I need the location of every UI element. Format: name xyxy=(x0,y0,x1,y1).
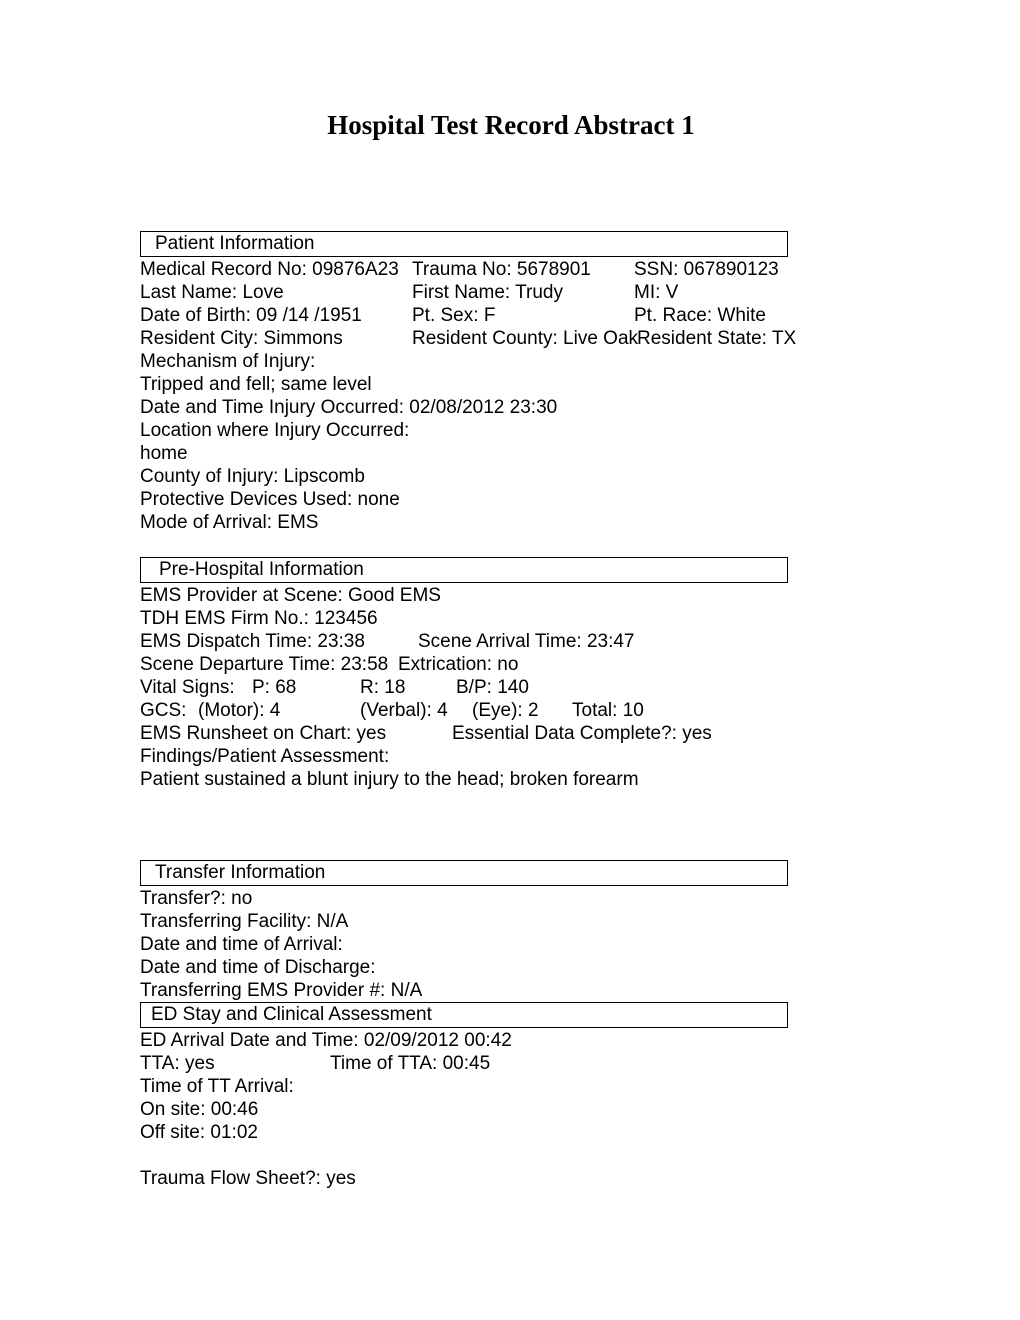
patient-row-2: Last Name: Love First Name: Trudy MI: V xyxy=(140,281,882,304)
gcs-row: GCS: (Motor): 4 (Verbal): 4 (Eye): 2 Tot… xyxy=(140,699,882,722)
tta-row: TTA: yes Time of TTA: 00:45 xyxy=(140,1052,882,1075)
firstname-value: Trudy xyxy=(515,282,563,303)
runsheet-row: EMS Runsheet on Chart: yes Essential Dat… xyxy=(140,722,882,745)
transfer-discharge: Date and time of Discharge: xyxy=(140,956,882,979)
section-header-transfer: Transfer Information xyxy=(140,860,788,886)
mrn-label: Medical Record No: xyxy=(140,259,312,280)
injury-datetime: Date and Time Injury Occurred: 02/08/201… xyxy=(140,396,882,419)
mechanism-label: Mechanism of Injury: xyxy=(140,350,882,373)
section-header-prehospital: Pre-Hospital Information xyxy=(140,557,788,583)
transfer-ems-provider: Transferring EMS Provider #: N/A xyxy=(140,979,882,1002)
mi-label: MI: xyxy=(634,282,666,303)
injury-county: County of Injury: Lipscomb xyxy=(140,465,882,488)
patient-row-1: Medical Record No: 09876A23 Trauma No: 5… xyxy=(140,258,882,281)
mechanism-value: Tripped and fell; same level xyxy=(140,373,882,396)
lastname-value: Love xyxy=(242,282,283,303)
transfer-arrival: Date and time of Arrival: xyxy=(140,933,882,956)
race-value: White xyxy=(717,305,766,326)
dob-label: Date of Birth: xyxy=(140,305,256,326)
section-header-patient: Patient Information xyxy=(140,231,788,257)
transfer-facility: Transferring Facility: N/A xyxy=(140,910,882,933)
firstname-label: First Name: xyxy=(412,282,515,303)
dob-value: 09 /14 /1951 xyxy=(256,305,362,326)
ssn-value: 067890123 xyxy=(684,259,779,280)
flow-sheet: Trauma Flow Sheet?: yes xyxy=(140,1167,882,1190)
city-value: Simmons xyxy=(264,328,343,349)
state-label: Resident State: xyxy=(637,328,772,349)
sex-value: F xyxy=(484,305,496,326)
ed-arrival: ED Arrival Date and Time: 02/09/2012 00:… xyxy=(140,1029,882,1052)
tt-arrival-label: Time of TT Arrival: xyxy=(140,1075,882,1098)
state-value: TX xyxy=(772,328,796,349)
ems-provider: EMS Provider at Scene: Good EMS xyxy=(140,584,882,607)
document-title: Hospital Test Record Abstract 1 xyxy=(140,110,882,141)
findings-value: Patient sustained a blunt injury to the … xyxy=(140,768,882,791)
tdh-firm: TDH EMS Firm No.: 123456 xyxy=(140,607,882,630)
injury-location-label: Location where Injury Occurred: xyxy=(140,419,882,442)
trauma-label: Trauma No: xyxy=(412,259,517,280)
mode-of-arrival: Mode of Arrival: EMS xyxy=(140,511,882,534)
section-header-ed: ED Stay and Clinical Assessment xyxy=(140,1002,788,1028)
county-value: Live Oak xyxy=(563,328,638,349)
lastname-label: Last Name: xyxy=(140,282,242,303)
injury-location-value: home xyxy=(140,442,882,465)
patient-row-4: Resident City: Simmons Resident County: … xyxy=(140,327,882,350)
findings-label: Findings/Patient Assessment: xyxy=(140,745,882,768)
protective-devices: Protective Devices Used: none xyxy=(140,488,882,511)
prehospital-times-1: EMS Dispatch Time: 23:38 Scene Arrival T… xyxy=(140,630,882,653)
prehospital-times-2: Scene Departure Time: 23:58 Extrication:… xyxy=(140,653,882,676)
tt-offsite: Off site: 01:02 xyxy=(140,1121,882,1144)
city-label: Resident City: xyxy=(140,328,264,349)
ssn-label: SSN: xyxy=(634,259,684,280)
sex-label: Pt. Sex: xyxy=(412,305,484,326)
vital-signs: Vital Signs: P: 68 R: 18 B/P: 140 xyxy=(140,676,882,699)
race-label: Pt. Race: xyxy=(634,305,717,326)
county-label: Resident County: xyxy=(412,328,563,349)
transfer-q: Transfer?: no xyxy=(140,887,882,910)
mi-value: V xyxy=(666,282,679,303)
mrn-value: 09876A23 xyxy=(312,259,399,280)
tt-onsite: On site: 00:46 xyxy=(140,1098,882,1121)
patient-row-3: Date of Birth: 09 /14 /1951 Pt. Sex: F P… xyxy=(140,304,882,327)
trauma-value: 5678901 xyxy=(517,259,591,280)
